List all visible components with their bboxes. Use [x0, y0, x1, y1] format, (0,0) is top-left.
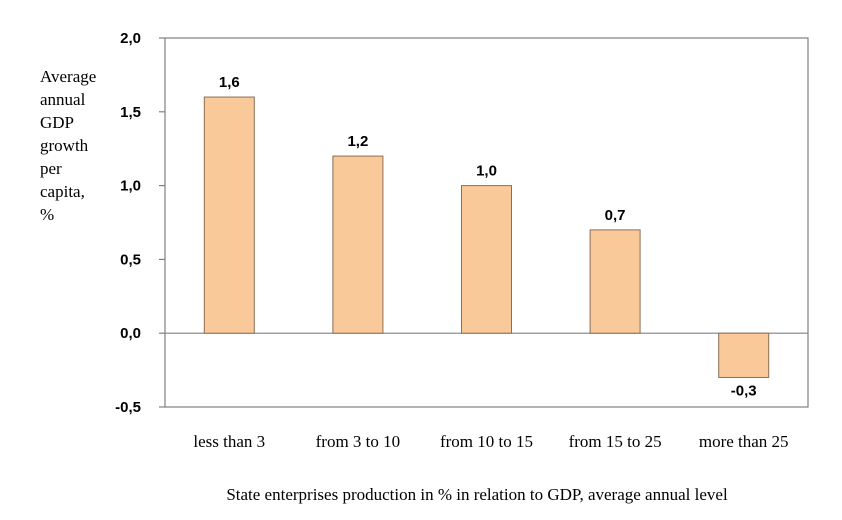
- category-label: from 15 to 25: [569, 432, 662, 451]
- y-tick-label: 0,5: [120, 251, 141, 268]
- y-tick-label: -0,5: [115, 399, 141, 416]
- y-axis-label-line: per: [40, 159, 62, 178]
- data-label: 1,6: [219, 74, 240, 91]
- bar: [718, 332, 770, 378]
- y-axis-label-line: growth: [40, 136, 89, 155]
- y-axis-label: Average annual GDP growth per capita,%: [40, 67, 96, 224]
- y-axis-label-line: %: [40, 205, 54, 224]
- bar: [589, 229, 641, 334]
- category-label: from 10 to 15: [440, 432, 533, 451]
- y-tick-label: 1,5: [120, 104, 141, 121]
- y-axis-label-line: Average: [40, 67, 96, 86]
- bar: [203, 96, 255, 334]
- data-label: 1,2: [347, 133, 368, 150]
- y-axis-label-line: GDP: [40, 113, 74, 132]
- y-tick-label: 1,0: [120, 178, 141, 195]
- bars: [203, 96, 770, 378]
- x-axis-categories: less than 3 from 3 to 10 from 10 to 15 from…: [193, 432, 788, 451]
- x-axis-label: State enterprises production in % in rel…: [226, 485, 728, 504]
- data-labels: 1,6 1,2 1,0 0,7 -0,3: [219, 74, 757, 399]
- plot-frame: [164, 37, 809, 408]
- y-axis-label-line: annual: [40, 90, 86, 109]
- data-label: 1,0: [476, 163, 497, 180]
- data-label: -0,3: [731, 382, 757, 399]
- category-label: from 3 to 10: [316, 432, 401, 451]
- y-axis-ticks: 2,0 1,5 1,0 0,5 0,0 -0,5: [115, 30, 165, 416]
- y-tick-label: 2,0: [120, 30, 141, 47]
- y-axis-label-line: capita,: [40, 182, 85, 201]
- data-label: 0,7: [605, 207, 626, 224]
- bar: [461, 185, 512, 334]
- category-label: more than 25: [699, 432, 789, 451]
- y-tick-label: 0,0: [120, 325, 141, 342]
- bar: [332, 155, 384, 334]
- category-label: less than 3: [193, 432, 265, 451]
